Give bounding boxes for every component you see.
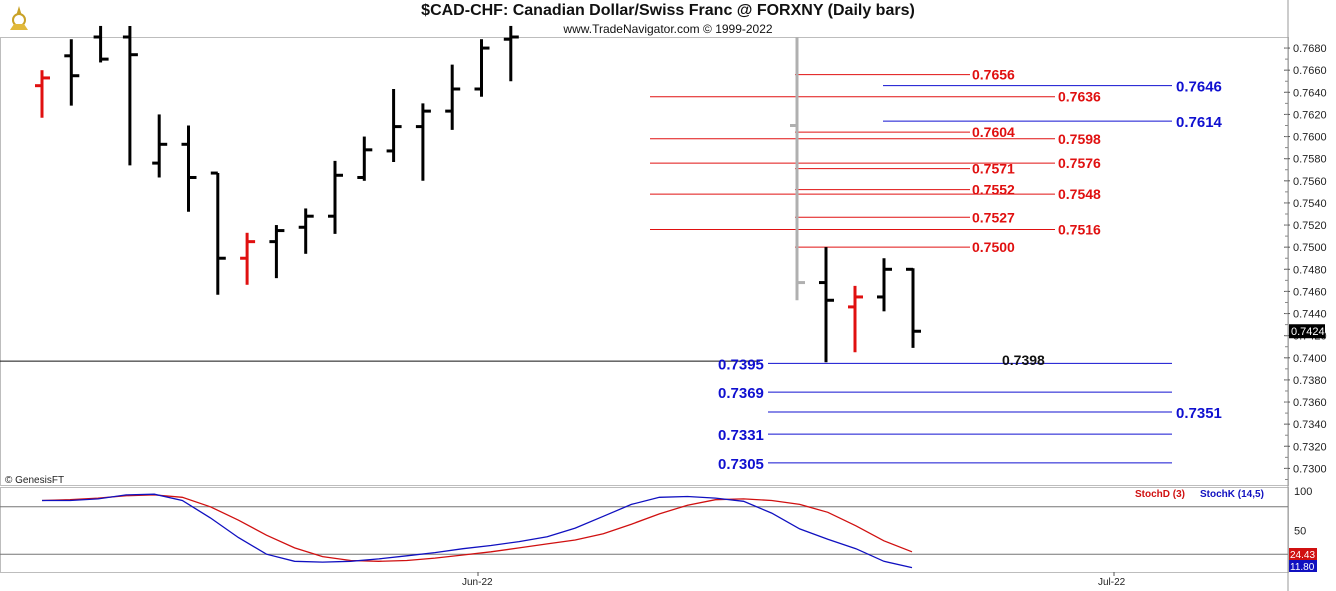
resistance-level-label: 0.7571	[972, 161, 1015, 177]
ohlc-bars	[35, 25, 921, 363]
stoch-k-legend: StochK (14,5)	[1200, 489, 1264, 500]
price-axis-tick-label: 0.7560	[1293, 176, 1327, 188]
last-price-box	[1289, 324, 1325, 339]
resistance-level-label: 0.7516	[1058, 221, 1101, 237]
stoch-d-last-value: 24.43	[1290, 550, 1315, 561]
price-axis-tick-label: 0.7360	[1293, 397, 1327, 409]
ohlc-bar	[906, 267, 921, 348]
stoch-k-last-value: 11.80	[1290, 562, 1315, 573]
stoch-d-line	[41, 494, 913, 562]
support-level-label: 0.7395	[718, 356, 764, 373]
ohlc-bar	[386, 88, 402, 162]
ohlc-bar	[328, 160, 343, 234]
price-axis-tick-label: 0.7300	[1293, 463, 1327, 475]
credit-label: © GenesisFT	[5, 475, 64, 486]
ohlc-bar	[122, 25, 138, 166]
stoch-d-last-box	[1289, 548, 1317, 560]
ohlc-bar	[93, 25, 109, 63]
price-axis-tick-label: 0.7500	[1293, 242, 1327, 254]
price-axis-tick-label: 0.7340	[1293, 419, 1327, 431]
stoch-axis-tick-label: 50	[1294, 526, 1306, 538]
price-axis-tick-label: 0.7680	[1293, 43, 1327, 55]
support-level-label: 0.7351	[1176, 405, 1222, 422]
resistance-level-label: 0.7576	[1058, 155, 1101, 171]
price-axis-tick-label: 0.7520	[1293, 220, 1327, 232]
support-level-label: 0.7305	[718, 456, 764, 473]
ohlc-bar	[877, 258, 892, 312]
ohlc-bar	[181, 125, 197, 212]
price-axis-tick-label: 0.7400	[1293, 353, 1327, 365]
price-axis-tick-label: 0.7600	[1293, 132, 1327, 144]
ohlc-bar	[790, 37, 805, 301]
ohlc-bar	[269, 225, 285, 279]
resistance-level-label: 0.7527	[972, 209, 1015, 225]
ohlc-bar	[445, 64, 461, 130]
date-axis-label: Jun-22	[462, 577, 493, 588]
stoch-panel-border	[0, 487, 1289, 573]
ohlc-bar	[298, 208, 314, 254]
stoch-d-legend: StochD (3)	[1135, 489, 1185, 500]
ohlc-bar	[503, 25, 519, 82]
ohlc-bar	[210, 171, 226, 295]
chart-title: $CAD-CHF: Canadian Dollar/Swiss Franc @ …	[421, 2, 915, 19]
stoch-k-last-box	[1289, 560, 1317, 572]
resistance-level-label: 0.7548	[1058, 186, 1101, 202]
resistance-level-label: 0.7552	[972, 182, 1015, 198]
price-axis-tick-label: 0.7440	[1293, 309, 1327, 321]
price-axis-tick-label: 0.7660	[1293, 65, 1327, 77]
ohlc-bar	[819, 247, 834, 363]
resistance-level-label: 0.7636	[1058, 89, 1101, 105]
price-axis-tick-label: 0.7640	[1293, 87, 1327, 99]
ohlc-bar	[474, 39, 490, 97]
stoch-axis-tick-label: 100	[1294, 486, 1312, 498]
support-level-label: 0.7369	[718, 385, 764, 402]
price-axis-tick-label: 0.7540	[1293, 198, 1327, 210]
price-panel-border	[0, 37, 1289, 486]
stoch-k-line	[42, 493, 913, 569]
resistance-level-label: 0.7604	[972, 124, 1015, 140]
date-axis: Jun-22 Jul-22	[462, 572, 1126, 588]
trade-navigator-logo-icon	[4, 4, 34, 34]
support-level-label: 0.7614	[1176, 114, 1223, 131]
key-level-label: 0.7398	[1002, 352, 1045, 368]
price-axis: 0.7680 0.7660 0.7640 0.7620 0.7600 0.7580 0.75…	[1284, 43, 1327, 480]
ohlc-bar	[848, 285, 863, 353]
price-axis-tick-label: 0.7480	[1293, 264, 1327, 276]
resistance-level-label: 0.7598	[1058, 131, 1101, 147]
support-level-label: 0.7331	[718, 427, 764, 444]
price-axis-tick-label: 0.7320	[1293, 441, 1327, 453]
chart-subtitle: www.TradeNavigator.com © 1999-2022	[563, 22, 773, 36]
last-price-label: 0.7424	[1291, 326, 1325, 338]
resistance-level-label: 0.7656	[972, 67, 1015, 83]
support-level-label: 0.7646	[1176, 79, 1222, 96]
resistance-level-label: 0.7500	[972, 239, 1015, 255]
price-levels: 0.7656 0.7636 0.7604 0.7598 0.7571 0.7576 0.75…	[0, 67, 1223, 473]
ohlc-bar	[64, 39, 80, 106]
price-axis-tick-label: 0.7620	[1293, 109, 1327, 121]
date-axis-label: Jul-22	[1098, 577, 1126, 588]
ohlc-bar	[35, 70, 50, 118]
price-axis-tick-label: 0.7380	[1293, 375, 1327, 387]
price-axis-tick-label: 0.7580	[1293, 154, 1327, 166]
price-axis-tick-label: 0.7460	[1293, 286, 1327, 298]
ohlc-bar	[357, 136, 373, 181]
ohlc-bar	[240, 232, 256, 285]
ohlc-bar	[152, 114, 168, 178]
ohlc-bar	[415, 103, 431, 181]
